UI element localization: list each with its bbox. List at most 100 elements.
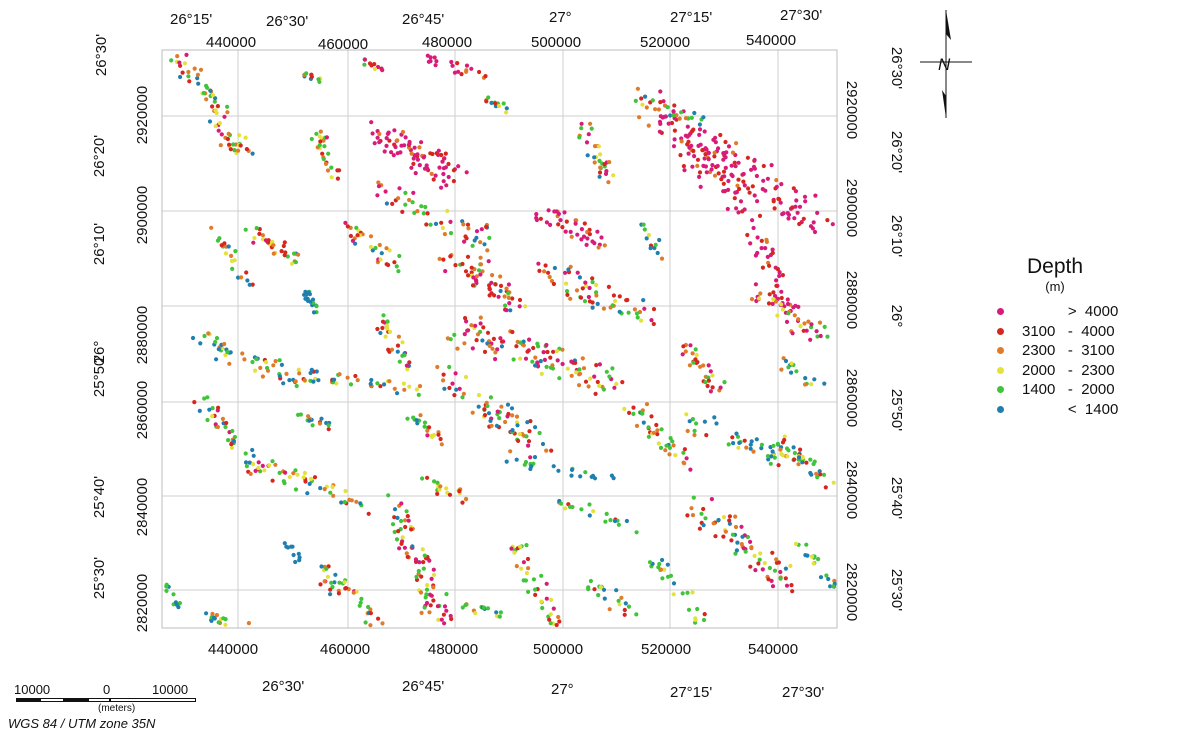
depth-point (802, 321, 807, 326)
depth-point (801, 328, 806, 333)
depth-point (262, 468, 267, 473)
depth-point (478, 240, 483, 245)
depth-point (659, 427, 664, 432)
depth-point (394, 264, 399, 269)
depth-point (375, 381, 380, 386)
depth-point (454, 387, 459, 392)
depth-point (749, 439, 754, 444)
depth-point (441, 166, 446, 171)
depth-point (322, 579, 327, 584)
depth-point (444, 486, 449, 491)
depth-point (462, 341, 467, 346)
depth-point (277, 374, 282, 379)
depth-point (375, 135, 380, 140)
depth-point (498, 610, 503, 615)
depth-point (470, 346, 475, 351)
depth-point (792, 216, 797, 221)
depth-point (563, 229, 568, 234)
depth-point (584, 140, 590, 145)
depth-point (643, 94, 648, 99)
depth-point (549, 597, 554, 603)
depth-point (439, 152, 444, 158)
depth-point (607, 607, 612, 612)
depth-point (443, 269, 448, 274)
depth-point (504, 459, 509, 464)
depth-point (497, 614, 502, 619)
depth-point (656, 107, 662, 112)
depth-point (587, 502, 592, 507)
depth-point (613, 298, 618, 304)
depth-point (213, 124, 218, 129)
depth-point (196, 81, 201, 86)
depth-point (662, 567, 667, 572)
depth-point (413, 557, 418, 562)
depth-point (809, 322, 814, 327)
depth-point (793, 541, 799, 547)
depth-point (446, 174, 451, 180)
depth-point (460, 605, 465, 610)
depth-point (681, 450, 686, 455)
depth-point (690, 590, 695, 595)
depth-point (270, 239, 275, 244)
depth-point (590, 280, 595, 285)
depth-point (641, 222, 646, 227)
depth-point (783, 576, 788, 581)
depth-point (444, 592, 449, 597)
depth-point (706, 363, 711, 368)
depth-point (544, 342, 549, 348)
depth-point (330, 484, 335, 489)
depth-point (372, 141, 377, 146)
depth-point (359, 596, 364, 602)
depth-point (482, 407, 487, 412)
depth-point (538, 359, 543, 364)
depth-point (238, 143, 243, 148)
depth-point (760, 265, 766, 270)
depth-point (524, 571, 530, 576)
depth-point (282, 240, 287, 245)
depth-point (517, 297, 523, 303)
depth-point (417, 163, 422, 168)
depth-point (810, 226, 816, 231)
depth-point (649, 318, 654, 323)
depth-point (448, 613, 453, 619)
depth-point (368, 244, 373, 249)
depth-point (798, 324, 803, 329)
depth-point (517, 432, 522, 437)
depth-point (379, 251, 384, 256)
depth-point (733, 524, 739, 530)
legend-item: < 1400 (985, 400, 1175, 420)
depth-point (602, 596, 607, 601)
right-lat-label: 25°50' (888, 389, 905, 431)
depth-point (690, 351, 695, 356)
depth-point (372, 62, 377, 67)
depth-point (404, 363, 409, 368)
depth-point (796, 317, 801, 322)
depth-point (204, 611, 209, 616)
depth-point (482, 413, 488, 418)
depth-point (432, 55, 437, 60)
depth-point (433, 63, 438, 68)
depth-point (726, 442, 731, 447)
scale-segment (40, 698, 64, 702)
depth-point (198, 67, 204, 72)
depth-point (741, 546, 746, 551)
depth-point (362, 57, 367, 62)
depth-point (416, 568, 421, 574)
depth-point (680, 352, 685, 357)
depth-point (435, 604, 440, 609)
depth-point (770, 584, 776, 589)
depth-point (377, 140, 382, 145)
depth-point (250, 151, 255, 156)
depth-point (184, 52, 189, 58)
depth-point (464, 319, 469, 324)
depth-point (328, 592, 333, 597)
depth-point (279, 362, 284, 367)
depth-point (698, 364, 703, 369)
depth-point (714, 421, 719, 426)
depth-point (781, 356, 786, 361)
depth-point (740, 534, 745, 539)
depth-point (242, 357, 247, 362)
depth-point (384, 246, 389, 251)
depth-point (574, 288, 580, 293)
depth-point (281, 381, 286, 386)
